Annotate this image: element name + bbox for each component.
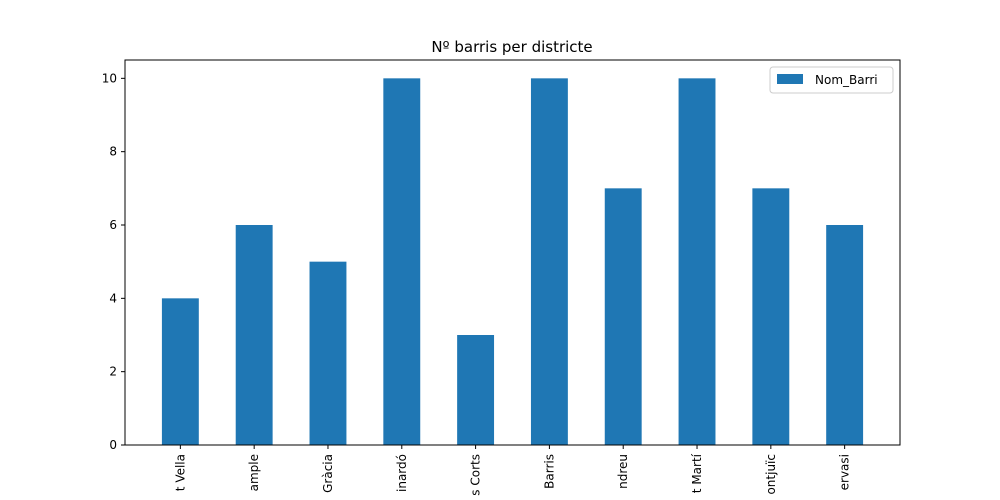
y-axis: 0 2 4 6 8 10 [102,71,125,452]
legend-swatch [777,74,803,84]
legend-label: Nom_Barri [815,73,878,87]
bar-6 [530,78,568,445]
plot-frame [124,59,901,446]
legend: Nom_Barri [769,66,894,94]
y-tick-label: 8 [109,145,117,159]
y-tick-label: 6 [109,218,117,232]
chart-title: Nº barris per districte [431,38,592,56]
bar-2 [235,225,273,445]
y-tick-label: 0 [109,438,117,452]
x-tick-label: ontjuïc [764,454,778,495]
bar-4 [383,78,421,445]
bar-10 [826,225,864,445]
y-tick-label: 4 [109,291,117,305]
x-tick-label: t Martí [690,453,704,493]
legend-box [769,66,894,94]
x-tick-label: t Vella [173,454,187,491]
x-tick-label: ndreu [616,454,630,489]
x-tick-label: ample [247,454,261,491]
bar-8 [678,78,716,445]
y-tick-label: 2 [109,365,117,379]
bar-7 [604,188,642,446]
x-tick-label: ervasi [838,454,852,490]
bar-9 [752,188,790,446]
bar-3 [309,261,347,445]
x-tick-label: inardó [395,454,409,492]
y-tick-label: 10 [102,71,117,85]
bar-1 [161,298,199,445]
bars-group [161,78,864,446]
x-tick-label: Barris [542,454,556,489]
x-axis: t Vella ample Gràcia inardó s Corts Barris ndr… [173,445,852,496]
x-tick-label: Gràcia [321,454,335,493]
x-tick-label: s Corts [469,454,483,496]
bar-5 [457,335,495,445]
